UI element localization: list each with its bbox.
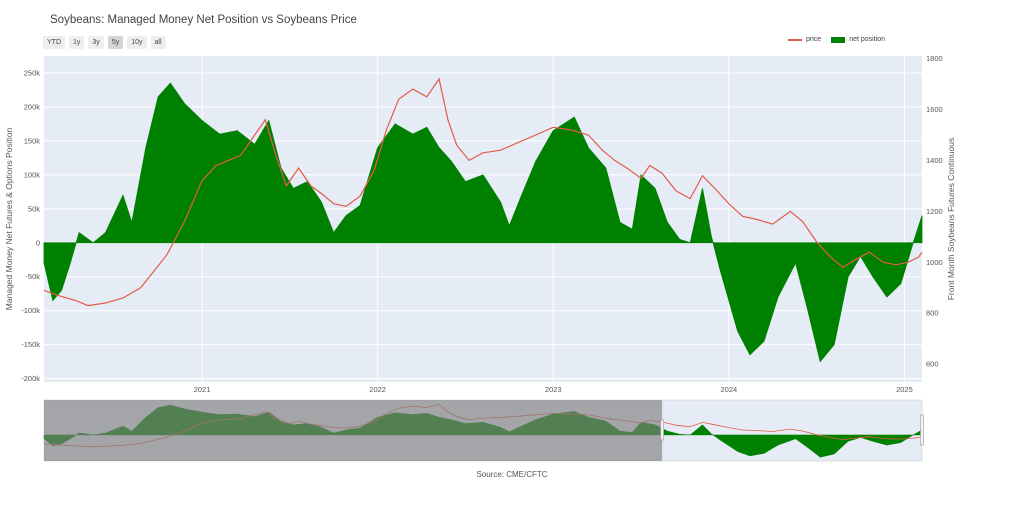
net-position-series — [43, 82, 923, 363]
range-button-5y[interactable]: 5y — [107, 36, 124, 49]
y-tick-label: 50k — [28, 204, 40, 213]
y-axis-title: Managed Money Net Futures & Options Posi… — [4, 128, 14, 311]
x-tick-label: 2025 — [896, 385, 913, 394]
legend-item-net-position[interactable]: net position — [831, 36, 885, 43]
y2-tick-label: 1200 — [926, 207, 943, 216]
legend-swatch-net-position — [831, 36, 846, 43]
legend-item-price[interactable]: price — [788, 36, 821, 43]
y2-tick-label: 800 — [926, 309, 939, 318]
legend-label-price: price — [806, 36, 822, 43]
range-selector-buttons: YTD 1y 3y 5y 10y all — [43, 36, 166, 49]
x-tick-label: 2024 — [720, 385, 737, 394]
y2-tick-label: 600 — [926, 360, 939, 369]
range-slider[interactable] — [43, 399, 924, 462]
y-tick-label: -150k — [21, 340, 40, 349]
y2-tick-label: 1400 — [926, 156, 943, 165]
y-tick-label: 150k — [24, 136, 41, 145]
axes: 250k 200k 150k 100k 50k 0 -50k -100k -150k -200k 1… — [21, 54, 942, 394]
price-line — [43, 77, 923, 307]
price-series — [43, 77, 923, 307]
legend-swatch-price — [788, 38, 802, 41]
x-tick-label: 2023 — [545, 385, 562, 394]
y-tick-label: 100k — [24, 170, 41, 179]
source-note: Source: CME/CFTC — [476, 470, 548, 479]
x-tick-label: 2021 — [194, 385, 211, 394]
chart-title: Soybeans: Managed Money Net Position vs … — [50, 14, 357, 26]
y2-axis-title: Front Month Soybeans Futures Continuous — [946, 138, 956, 301]
range-slider-left-handle[interactable] — [660, 419, 664, 441]
net-position-area — [43, 82, 923, 363]
y-tick-label: 0 — [36, 238, 40, 247]
range-slider-right-handle[interactable] — [920, 414, 924, 446]
range-slider-unselected-shade — [44, 400, 663, 461]
y-tick-label: -50k — [25, 272, 40, 281]
legend-label-net-position: net position — [849, 36, 885, 43]
y-tick-label: 200k — [24, 102, 41, 111]
range-button-10y[interactable]: 10y — [127, 36, 147, 49]
y2-tick-label: 1000 — [926, 258, 943, 267]
range-button-all[interactable]: all — [150, 36, 166, 49]
y-tick-label: -100k — [21, 306, 40, 315]
x-tick-label: 2022 — [369, 385, 386, 394]
range-button-3y[interactable]: 3y — [88, 36, 104, 49]
y2-tick-label: 1600 — [926, 105, 943, 114]
y-tick-label: -200k — [21, 374, 40, 383]
range-button-ytd[interactable]: YTD — [43, 36, 65, 49]
chart-legend: price net position — [788, 36, 885, 43]
y2-tick-label: 1800 — [926, 54, 943, 63]
range-button-1y[interactable]: 1y — [69, 36, 85, 49]
y-tick-label: 250k — [24, 68, 41, 77]
